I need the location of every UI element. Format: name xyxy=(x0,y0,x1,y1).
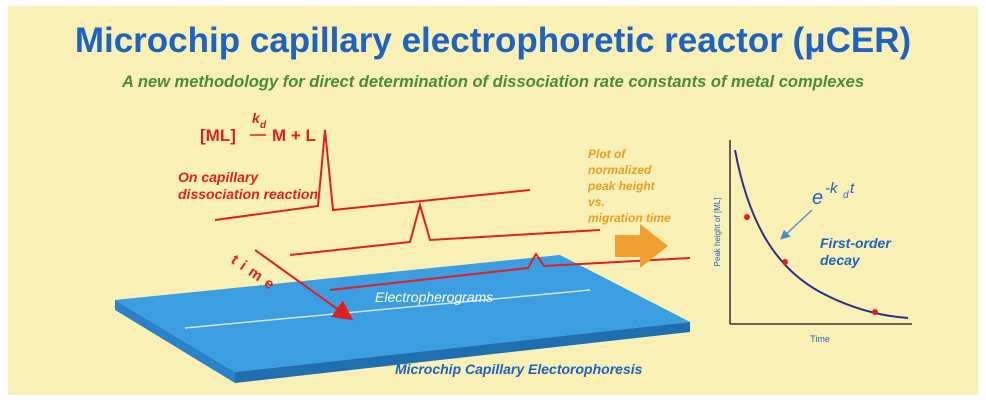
plot-note-line: peak height xyxy=(587,179,656,193)
x-label: Time xyxy=(810,334,830,344)
formula-base: e xyxy=(812,187,823,209)
formula-exp: -k xyxy=(825,180,839,197)
products: M + L xyxy=(272,126,316,145)
subtitle: A new methodology for direct determinati… xyxy=(121,73,864,91)
device: Microchip Capillary Electorophoresis xyxy=(395,361,643,377)
orange-arrow xyxy=(615,224,668,268)
point xyxy=(744,214,750,220)
graph-note: decay xyxy=(820,252,861,268)
plot-note-line: vs. xyxy=(588,195,605,209)
trace xyxy=(289,201,601,256)
rate: k xyxy=(252,110,261,126)
graph-note: First-order xyxy=(820,235,892,251)
title: Microchip capillary electrophoretic reac… xyxy=(75,21,911,60)
electropherograms: Electropherograms xyxy=(375,289,493,305)
chip-side xyxy=(115,300,235,383)
reaction-note: On capillary xyxy=(178,169,259,185)
chip-edge xyxy=(235,322,690,383)
plot-note-line: normalized xyxy=(588,163,652,177)
plot-note-line: migration time xyxy=(588,211,671,225)
trace xyxy=(329,252,691,291)
time-arrow xyxy=(254,249,354,321)
formula-arrow xyxy=(780,209,813,240)
trace xyxy=(214,129,531,221)
reaction-note: dissociation reaction xyxy=(178,186,318,202)
point xyxy=(872,309,878,315)
y-label: Peak height of [ML] xyxy=(713,198,722,267)
reactant: [ML] xyxy=(200,126,236,145)
chip-top xyxy=(115,255,690,372)
plot-note-line: Plot of xyxy=(588,147,626,161)
point xyxy=(782,259,788,265)
plot-note: Plot of normalized peak height vs. migra… xyxy=(587,147,671,225)
formula-sub: d xyxy=(843,190,849,201)
rate-sub: d xyxy=(260,120,267,131)
formula-t: t xyxy=(850,180,855,197)
channel xyxy=(184,289,591,329)
